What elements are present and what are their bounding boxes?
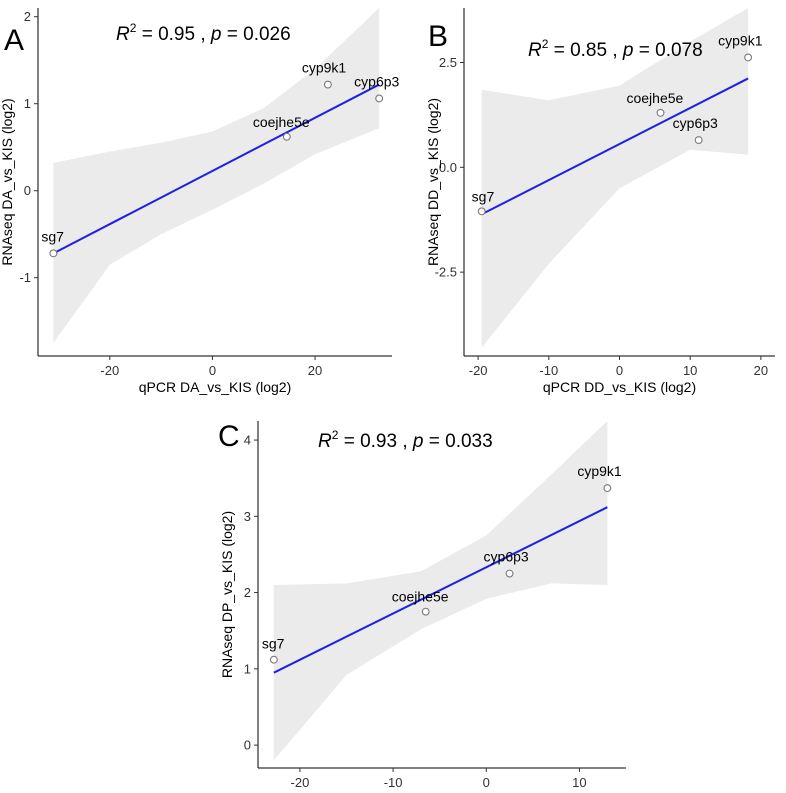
y-tick-label: 1 — [24, 96, 31, 111]
data-point — [282, 132, 291, 141]
point-label: sg7 — [41, 228, 64, 244]
regression-line — [481, 77, 749, 216]
confidence-band — [481, 8, 749, 348]
point-label: coejhe5e — [392, 589, 449, 605]
regression-line — [52, 83, 380, 255]
data-point — [375, 94, 384, 103]
y-tick-label: 2 — [24, 9, 31, 24]
confidence-band — [53, 8, 380, 343]
x-tick-label: 0 — [616, 363, 623, 378]
data-point — [694, 136, 703, 145]
x-tick-label: -10 — [539, 363, 558, 378]
y-tick-label: 2.5 — [439, 55, 457, 70]
data-point — [477, 207, 486, 216]
panel-letter: A — [4, 24, 24, 57]
panel-a: -20 0 20 -1 0 1 2 qPCR DA_vs_KIS (log2) RNAseq D… — [0, 8, 400, 395]
data-point — [323, 80, 332, 89]
stat-label: R2 = 0.93 , p = 0.033 — [318, 428, 493, 452]
panel-b: -20 -10 0 10 20 -2.5 0.0 2.5 qPCR DD_vs_KIS (log… — [425, 8, 775, 395]
y-tick-label: 0 — [24, 183, 31, 198]
data-point — [603, 484, 612, 493]
x-tick-label: 0 — [483, 775, 490, 790]
x-axis-title: qPCR DA_vs_KIS (log2) — [139, 379, 292, 395]
y-axis-title: RNAseq DA_vs_KIS (log2) — [0, 98, 15, 265]
y-axis-title: RNAseq DD_vs_KIS (log2) — [425, 98, 441, 266]
data-point — [421, 607, 430, 616]
x-tick-label: -20 — [100, 363, 119, 378]
data-point — [744, 53, 753, 62]
y-tick-label: -1 — [19, 270, 31, 285]
point-label: cyp6p3 — [673, 115, 718, 131]
y-tick-label: 4 — [244, 433, 251, 448]
point-label: cyp9k1 — [302, 60, 347, 76]
y-tick-label: 2 — [244, 585, 251, 600]
point-label: cyp9k1 — [718, 32, 763, 48]
y-tick-label: 0.0 — [439, 160, 457, 175]
x-tick-label: 10 — [683, 363, 697, 378]
y-tick-label: 0 — [244, 738, 251, 753]
x-tick-label: 10 — [572, 775, 586, 790]
point-label: coejhe5e — [626, 90, 683, 106]
y-tick-label: 3 — [244, 509, 251, 524]
x-tick-label: -20 — [469, 363, 488, 378]
y-axis-title: RNAseq DP_vs_KIS (log2) — [219, 511, 235, 678]
panel-letter: B — [428, 20, 448, 53]
panel-c: -20 -10 0 10 0 1 2 3 4 qPCR DP_vs_KIS (log2) RNAse… — [218, 420, 626, 793]
regression-line — [273, 506, 608, 674]
point-label: sg7 — [472, 188, 495, 204]
y-tick-label: 1 — [244, 661, 251, 676]
x-axis-title: qPCR DD_vs_KIS (log2) — [543, 379, 696, 395]
point-label: cyp9k1 — [577, 463, 622, 479]
panel-letter: C — [218, 420, 240, 453]
data-point — [49, 249, 58, 258]
x-tick-label: -20 — [291, 775, 310, 790]
y-tick-label: -2.5 — [435, 265, 457, 280]
point-label: sg7 — [262, 636, 285, 652]
data-point — [505, 569, 514, 578]
x-tick-label: -10 — [384, 775, 403, 790]
stat-label: R2 = 0.85 , p = 0.078 — [528, 37, 703, 61]
x-axis-title: qPCR DP_vs_KIS (log2) — [366, 791, 519, 793]
point-label: coejhe5e — [253, 114, 310, 130]
point-label: cyp6p3 — [484, 549, 529, 565]
point-label: cyp6p3 — [354, 73, 399, 89]
x-tick-label: 20 — [754, 363, 768, 378]
data-point — [269, 655, 278, 664]
data-point — [656, 108, 665, 117]
x-tick-label: 20 — [308, 363, 322, 378]
stat-label: R2 = 0.95 , p = 0.026 — [116, 21, 291, 45]
x-tick-label: 0 — [209, 363, 216, 378]
